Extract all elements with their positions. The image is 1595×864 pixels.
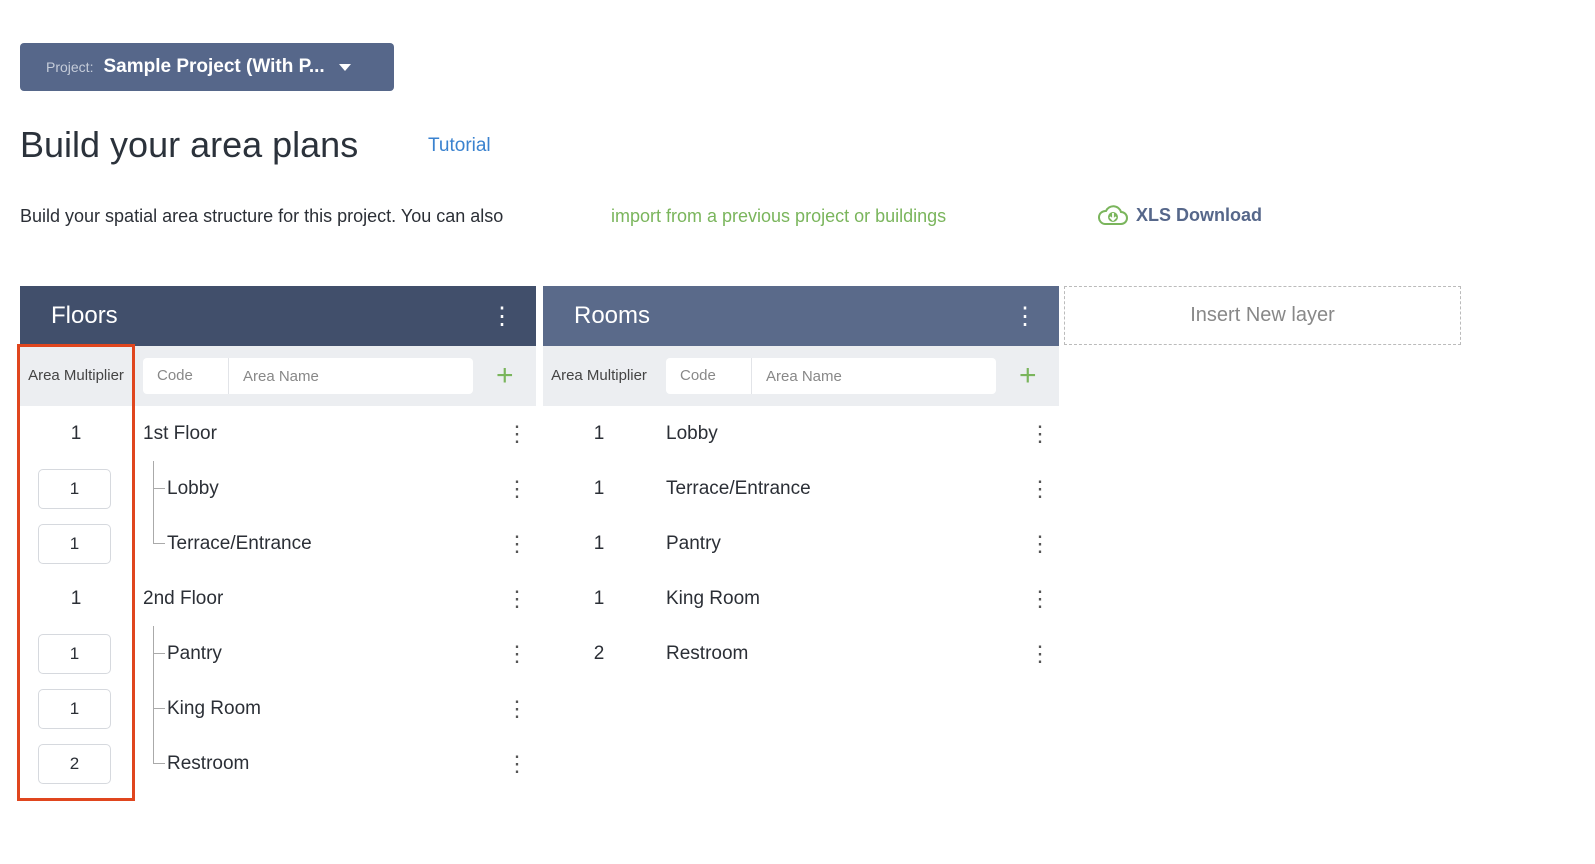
multiplier-value: 1: [70, 422, 82, 444]
project-selector[interactable]: Project: Sample Project (With P...: [20, 43, 394, 91]
multiplier-value: 2: [593, 642, 605, 664]
xls-download-label: XLS Download: [1136, 204, 1262, 225]
table-row: 1 King Room ⋮: [20, 681, 536, 736]
more-vertical-icon[interactable]: ⋮: [506, 750, 528, 776]
floors-title: Floors: [51, 302, 118, 329]
floors-panel: Floors ⋮ Area Multiplier Code Area Name + …: [20, 286, 536, 791]
table-row: 1 1st Floor ⋮: [20, 406, 536, 461]
more-vertical-icon[interactable]: ⋮: [1013, 302, 1037, 330]
multiplier-header: Area Multiplier: [551, 367, 647, 384]
insert-new-layer-button[interactable]: Insert New layer: [1064, 286, 1461, 345]
more-vertical-icon[interactable]: ⋮: [1029, 475, 1051, 501]
rooms-title: Rooms: [574, 302, 651, 329]
area-name: Lobby: [167, 477, 219, 499]
code-input[interactable]: Code: [143, 358, 229, 394]
more-vertical-icon[interactable]: ⋮: [1029, 420, 1051, 446]
more-vertical-icon[interactable]: ⋮: [1029, 585, 1051, 611]
add-icon[interactable]: +: [496, 359, 514, 392]
table-row: 1 Pantry ⋮: [20, 626, 536, 681]
add-icon[interactable]: +: [1019, 359, 1037, 392]
area-name: Pantry: [666, 532, 721, 554]
multiplier-input[interactable]: 1: [38, 468, 111, 509]
area-name: Terrace/Entrance: [666, 477, 811, 499]
xls-download-button[interactable]: XLS Download: [1098, 204, 1262, 226]
multiplier-value: 1: [593, 477, 605, 499]
area-name: Terrace/Entrance: [167, 532, 312, 554]
project-value: Sample Project (With P...: [103, 56, 325, 77]
area-name: Restroom: [167, 752, 250, 774]
area-name-input[interactable]: Area Name: [243, 367, 319, 385]
multiplier-input[interactable]: 1: [38, 633, 111, 674]
table-row: 1 Lobby ⋮: [543, 406, 1059, 461]
area-name: King Room: [666, 587, 760, 609]
area-name: Restroom: [666, 642, 749, 664]
more-vertical-icon[interactable]: ⋮: [506, 530, 528, 556]
rooms-panel: Rooms ⋮ Area Multiplier Code Area Name + 1…: [543, 286, 1059, 681]
area-name: Lobby: [666, 422, 718, 444]
multiplier-header: Area Multiplier: [28, 367, 124, 384]
more-vertical-icon[interactable]: ⋮: [506, 695, 528, 721]
table-row: 1 Terrace/Entrance ⋮: [20, 516, 536, 571]
table-row: 1 King Room ⋮: [543, 571, 1059, 626]
area-name: Pantry: [167, 642, 222, 664]
area-name: King Room: [167, 697, 261, 719]
description: Build your spatial area structure for th…: [20, 206, 504, 226]
multiplier-value: 1: [70, 587, 82, 609]
import-link[interactable]: import from a previous project or buildi…: [611, 206, 947, 226]
table-row: 1 Lobby ⋮: [20, 461, 536, 516]
multiplier-input[interactable]: 2: [38, 743, 111, 784]
cloud-download-icon: [1098, 205, 1128, 225]
multiplier-value: 1: [593, 587, 605, 609]
table-row: 1 2nd Floor ⋮: [20, 571, 536, 626]
rooms-header: Rooms ⋮: [543, 286, 1059, 346]
multiplier-input[interactable]: 1: [38, 688, 111, 729]
more-vertical-icon[interactable]: ⋮: [1029, 530, 1051, 556]
highlight-box: [17, 344, 135, 801]
code-input[interactable]: Code: [666, 358, 752, 394]
area-name: 1st Floor: [143, 422, 217, 444]
more-vertical-icon[interactable]: ⋮: [506, 420, 528, 446]
area-name: 2nd Floor: [143, 587, 224, 609]
floors-header: Floors ⋮: [20, 286, 536, 346]
multiplier-input[interactable]: 1: [38, 523, 111, 564]
page-title: Build your area plans: [20, 124, 359, 165]
more-vertical-icon[interactable]: ⋮: [1029, 640, 1051, 666]
caret-down-icon: [338, 63, 351, 71]
multiplier-value: 1: [593, 422, 605, 444]
table-row: 1 Pantry ⋮: [543, 516, 1059, 571]
table-row: 2 Restroom ⋮: [543, 626, 1059, 681]
table-row: 2 Restroom ⋮: [20, 736, 536, 791]
table-row: 1 Terrace/Entrance ⋮: [543, 461, 1059, 516]
more-vertical-icon[interactable]: ⋮: [490, 302, 514, 330]
more-vertical-icon[interactable]: ⋮: [506, 475, 528, 501]
more-vertical-icon[interactable]: ⋮: [506, 585, 528, 611]
multiplier-value: 1: [593, 532, 605, 554]
more-vertical-icon[interactable]: ⋮: [506, 640, 528, 666]
tutorial-link[interactable]: Tutorial: [428, 135, 491, 156]
project-label: Project:: [46, 59, 94, 75]
area-name-input[interactable]: Area Name: [766, 367, 842, 385]
